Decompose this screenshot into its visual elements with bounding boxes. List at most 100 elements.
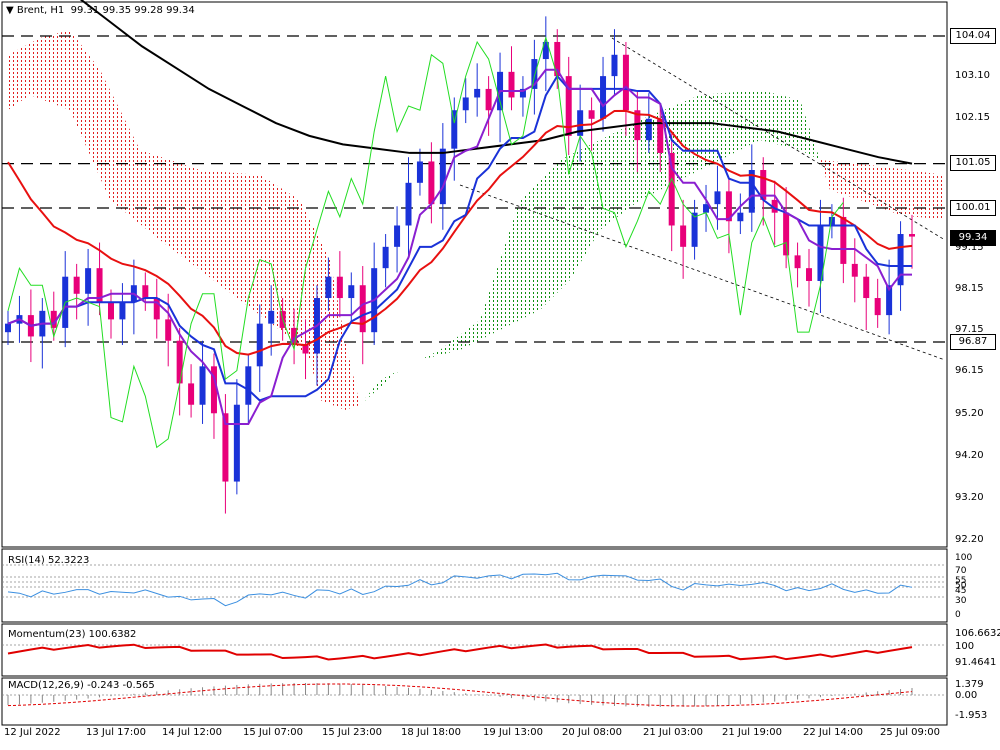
time-tick: 15 Jul 23:00: [322, 727, 382, 738]
rsi-panel-frame: [1, 548, 948, 623]
macd-title: MACD(12,26,9) -0.243 -0.565: [8, 680, 155, 691]
time-tick: 12 Jul 2022: [4, 727, 61, 738]
time-tick: 21 Jul 03:00: [643, 727, 703, 738]
candle-bear: [806, 268, 813, 281]
candle-bull: [233, 404, 240, 482]
symbol-header[interactable]: ▼ Brent, H1 99.31 99.35 99.28 99.34: [6, 5, 195, 17]
candle-bear: [142, 285, 149, 299]
candle-bull: [462, 97, 469, 111]
candle-bear: [210, 366, 217, 414]
ma-slow-line: [79, 0, 913, 165]
candle-bull: [245, 366, 252, 405]
candle-bear: [565, 76, 572, 136]
price-tick: 93.20: [955, 492, 984, 503]
time-tick: 14 Jul 12:00: [162, 727, 222, 738]
candle-bear: [783, 212, 790, 256]
candle-bear: [291, 327, 298, 345]
candle-bear: [428, 161, 435, 205]
candle-bear: [485, 88, 492, 111]
candle-bull: [268, 310, 275, 324]
ichimoku-cloud: [8, 30, 945, 410]
support-resistance-lines: [2, 35, 947, 343]
level-label-100: 100.01: [950, 200, 996, 216]
price-tick: 97.15: [955, 324, 984, 335]
candle-bear: [657, 118, 664, 153]
candle-bear: [634, 110, 641, 141]
rsi-tick: 70: [955, 566, 967, 576]
candle-bull: [611, 54, 618, 77]
rsi-tick: 50: [955, 581, 967, 591]
candle-bull: [405, 182, 412, 226]
candle-bull: [416, 161, 423, 183]
candle-bear: [622, 54, 629, 111]
rsi-tick: 30: [955, 596, 967, 606]
candle-bull: [119, 302, 126, 320]
macd-tick: 1.379: [955, 679, 984, 690]
candle-bear: [840, 216, 847, 264]
candle-bull: [817, 225, 824, 281]
tenkan-line: [7, 74, 912, 402]
price-tick: 98.15: [955, 283, 984, 294]
candle-bull: [748, 170, 755, 213]
rsi-tick: 100: [955, 553, 973, 563]
candle-bear: [760, 170, 767, 200]
momentum-panel-frame: [1, 623, 948, 677]
candle-bear: [50, 310, 57, 328]
price-tick: 95.20: [955, 408, 984, 419]
main-panel-frame: [1, 1, 948, 548]
kijun-line: [7, 68, 912, 425]
sub-indicators: [2, 564, 947, 707]
candle-bull: [474, 88, 481, 98]
cloud-bullish-area: [360, 90, 820, 405]
time-tick: 13 Jul 17:00: [86, 727, 146, 738]
candle-bear: [668, 152, 675, 226]
macd-panel-frame: [1, 677, 948, 726]
upper-trendline: [611, 37, 946, 241]
time-tick: 21 Jul 19:00: [722, 727, 782, 738]
ma-fast-line: [7, 109, 913, 356]
trendlines: [459, 37, 946, 361]
current-price-label: 99.34: [950, 230, 996, 246]
candle-bull: [577, 110, 584, 136]
dropdown-triangle-icon[interactable]: ▼: [6, 5, 14, 16]
candle-bull: [703, 204, 710, 213]
candle-bear: [725, 191, 732, 222]
price-tick: 99.15: [955, 242, 984, 253]
candle-bear: [588, 110, 595, 119]
rsi-tick: 0: [955, 610, 961, 620]
candle-bull: [828, 216, 835, 226]
candle-bear: [153, 298, 160, 320]
price-tick: 96.15: [955, 365, 984, 376]
candle-bear: [794, 255, 801, 269]
momentum-tick: 100: [955, 641, 975, 652]
rsi-tick: 55: [955, 576, 967, 586]
candle-bull: [645, 118, 652, 141]
candle-bear: [680, 225, 687, 247]
momentum-line: [7, 643, 913, 661]
level-label-101: 101.05: [950, 155, 996, 171]
candle-bull: [325, 276, 332, 299]
candle-bear: [107, 302, 114, 320]
candle-bull: [886, 285, 893, 316]
price-tick: 102.15: [955, 112, 990, 123]
candle-bear: [302, 344, 309, 354]
time-tick: 18 Jul 18:00: [401, 727, 461, 738]
candle-bear: [176, 340, 183, 384]
candle-bear: [771, 199, 778, 213]
candle-bull: [737, 212, 744, 222]
candle-bull: [348, 285, 355, 299]
candle-bull: [897, 234, 904, 286]
candle-bull: [519, 88, 526, 98]
candle-bear: [73, 276, 80, 294]
candle-bull: [439, 148, 446, 205]
candle-bull: [600, 76, 607, 119]
macd-signal-line: [7, 683, 913, 707]
momentum-tick: 91.4641: [955, 657, 997, 668]
time-tick: 25 Jul 09:00: [880, 727, 940, 738]
time-tick: 20 Jul 08:00: [562, 727, 622, 738]
macd-tick: -1.953: [955, 710, 988, 721]
momentum-tick: 106.6632: [955, 628, 1000, 639]
time-tick: 22 Jul 14:00: [803, 727, 863, 738]
rsi-line: [7, 572, 913, 607]
